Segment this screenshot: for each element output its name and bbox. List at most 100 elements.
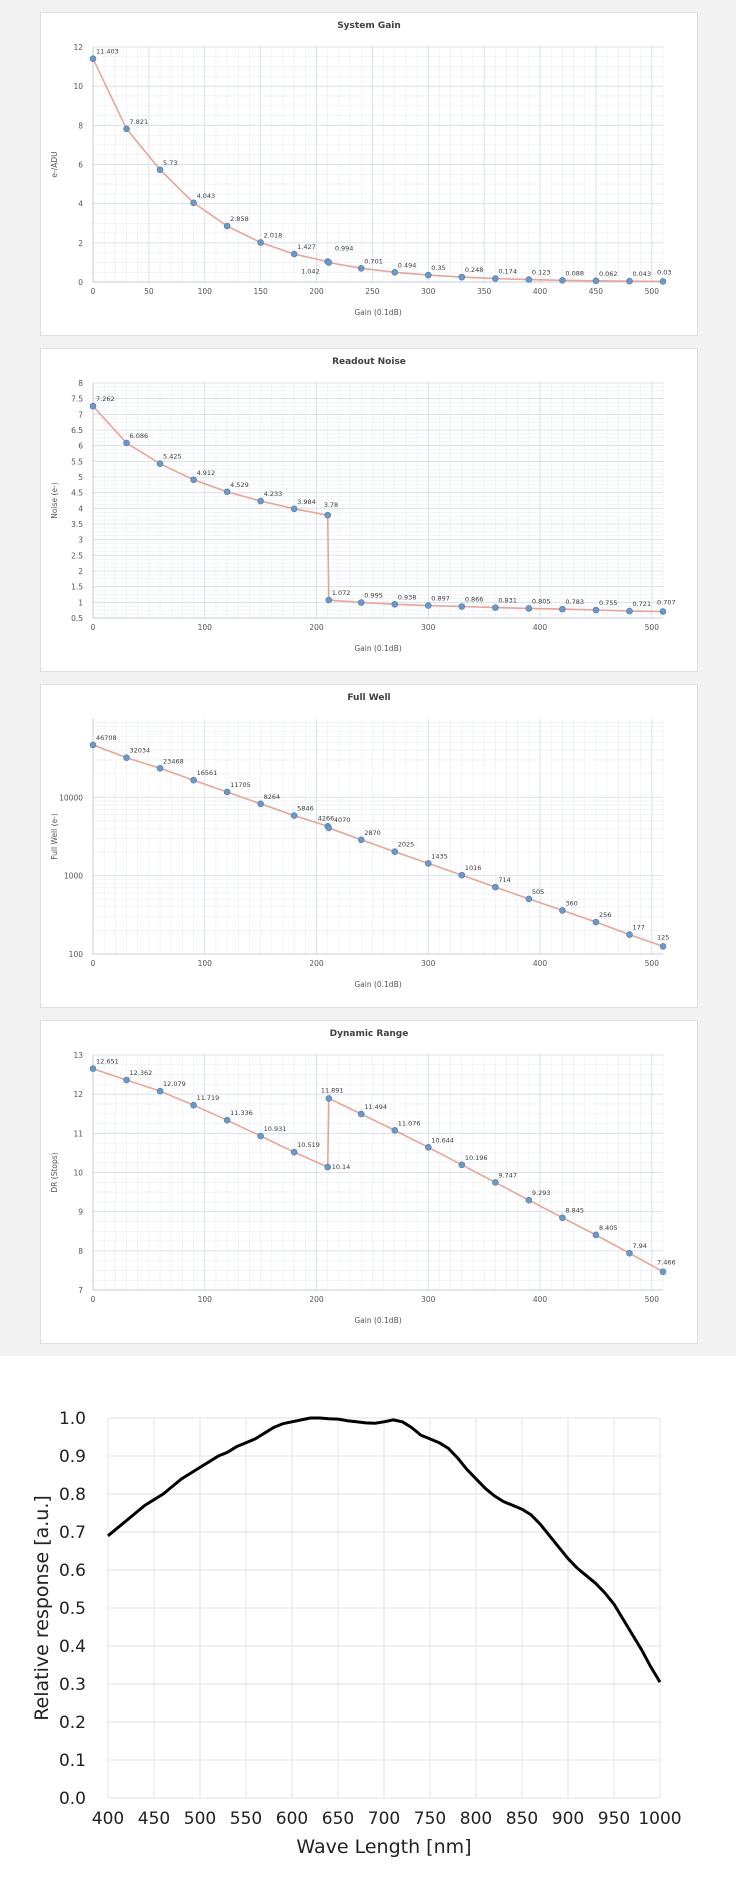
data-label: 11.891 — [321, 1086, 344, 1094]
data-label: 0.897 — [431, 595, 450, 603]
series-line — [92, 58, 664, 283]
data-label: 7.262 — [96, 395, 115, 403]
data-label: 0.062 — [599, 270, 618, 278]
y-tick-label: 0 — [78, 278, 83, 287]
y-tick-label: 12 — [73, 43, 83, 52]
data-point — [357, 1110, 365, 1118]
data-point — [324, 1163, 332, 1171]
data-label: 8264 — [264, 793, 281, 801]
spectral-response-svg: 400 450 500 550 600 650 700 750 800 850 900 950 1000… — [31, 1409, 682, 1858]
x-tick-label: 100 — [198, 1295, 213, 1304]
data-point — [89, 402, 97, 410]
full-well-panel: 0 100 200 300 400 500 100 1000 10000 Full Well Gai… — [40, 684, 698, 1008]
data-label: 5.425 — [163, 453, 182, 461]
y-tick-label: 8 — [78, 121, 83, 130]
data-point — [190, 199, 197, 207]
y-tick-label: 7.5 — [71, 395, 83, 404]
data-point — [626, 931, 633, 938]
data-label: 0.831 — [498, 597, 517, 605]
y-axis-label: DR (Stops) — [50, 1152, 59, 1192]
data-point — [391, 1127, 399, 1134]
data-point — [89, 741, 97, 749]
data-label: 4.043 — [197, 192, 216, 200]
x-tick-label: 150 — [253, 287, 268, 296]
x-tick-label: 750 — [414, 1809, 446, 1829]
data-label: 125 — [657, 933, 669, 941]
data-point — [223, 222, 231, 230]
y-tick-label: 8 — [78, 1247, 83, 1256]
data-point — [391, 269, 399, 276]
data-point — [659, 943, 667, 950]
data-point — [525, 276, 533, 283]
data-point — [424, 860, 432, 867]
data-label: 1435 — [431, 852, 448, 860]
y-tick-label: 12 — [73, 1090, 83, 1099]
data-label: 3.984 — [297, 498, 316, 506]
data-point — [223, 488, 231, 496]
data-point — [290, 1148, 298, 1156]
data-label: 23468 — [163, 757, 184, 765]
data-label: 1.042 — [301, 268, 320, 276]
data-label: 0.088 — [565, 269, 584, 277]
y-tick-label: 11 — [73, 1129, 83, 1138]
y-tick-label: 0.8 — [59, 1485, 86, 1505]
data-point — [492, 1179, 499, 1186]
data-label: 714 — [498, 876, 510, 884]
data-label: 8.405 — [599, 1224, 618, 1232]
data-point — [190, 1101, 197, 1109]
data-point — [123, 1076, 130, 1084]
data-point — [492, 275, 499, 282]
readout-noise-panel: 0 100 200 300 400 500 0.5 1 1.5 2 2.5 3 3.5 4 4.5 5 5.5 6… — [40, 348, 698, 672]
x-tick-label: 500 — [645, 287, 660, 296]
dynamic-range-panel: 0 100 200 300 400 500 7 8 9 10 11 12 13 Dynamic Range… — [40, 1020, 698, 1344]
data-point — [357, 599, 365, 606]
data-point — [391, 848, 399, 855]
data-point — [257, 1132, 264, 1140]
chart-title: Dynamic Range — [330, 1029, 409, 1039]
x-tick-label: 0 — [91, 287, 96, 296]
data-point — [659, 1268, 667, 1276]
x-axis-label: Gain (0.1dB) — [354, 1316, 401, 1325]
data-label: 4.529 — [230, 481, 249, 489]
data-point — [492, 883, 499, 891]
data-label: 9.293 — [532, 1189, 551, 1197]
data-point — [424, 271, 432, 279]
series-line — [92, 405, 664, 613]
data-point — [559, 907, 566, 914]
x-tick-label: 550 — [230, 1809, 262, 1829]
y-tick-label: 0.5 — [59, 1599, 86, 1619]
data-label: 0.783 — [565, 598, 584, 606]
y-tick-label: 4 — [78, 504, 83, 513]
x-tick-label: 350 — [477, 287, 492, 296]
y-tick-label: 1 — [78, 598, 83, 607]
data-point — [290, 812, 298, 819]
data-point — [123, 125, 130, 133]
series-line — [92, 744, 664, 948]
x-tick-label: 500 — [645, 959, 660, 968]
y-tick-label: 0.5 — [71, 614, 83, 623]
data-label: 7.466 — [657, 1259, 676, 1267]
data-point — [458, 1161, 466, 1169]
data-label: 2025 — [398, 841, 415, 849]
data-point — [223, 788, 231, 796]
x-tick-label: 400 — [533, 623, 548, 632]
data-label: 10.196 — [465, 1154, 488, 1162]
response-curve — [107, 1416, 662, 1683]
x-axis-label: Wave Length [nm] — [296, 1836, 471, 1858]
data-point — [190, 476, 197, 484]
y-tick-label: 0.6 — [59, 1561, 86, 1581]
data-label: 5846 — [297, 805, 314, 813]
data-point — [156, 460, 164, 467]
x-tick-label: 300 — [421, 623, 436, 632]
data-point — [357, 264, 365, 272]
y-tick-label: 0.4 — [59, 1637, 86, 1657]
major-grid — [92, 1054, 663, 1291]
data-point — [525, 605, 533, 612]
y-tick-label: 6 — [78, 161, 83, 170]
system-gain-chart: 0 50 100 150 200 250 300 350 400 450 500 0 2 4 6 8 10 12 S… — [50, 21, 671, 317]
x-tick-label: 0 — [91, 959, 96, 968]
data-label: 4070 — [334, 816, 351, 824]
data-point — [290, 505, 298, 513]
x-tick-label: 700 — [368, 1809, 400, 1829]
data-point — [424, 1143, 432, 1151]
